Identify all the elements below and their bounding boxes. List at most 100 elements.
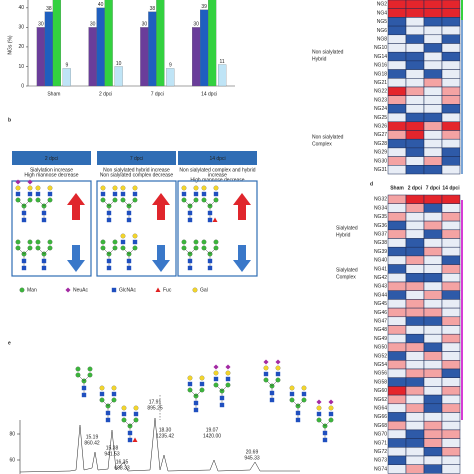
box-note: Sialylation increase <box>30 167 73 173</box>
glcnac <box>111 391 117 397</box>
bar-value-label: 30 <box>193 22 199 28</box>
row-label: NG31 <box>374 167 387 173</box>
heat-cell <box>405 43 425 53</box>
heat-cell <box>441 212 461 222</box>
bar <box>148 11 157 87</box>
column-label: 7 dpci <box>426 185 441 191</box>
peak-time: 20.69 <box>246 449 259 455</box>
heat-cell <box>405 156 425 166</box>
hexose <box>187 387 193 393</box>
heat-cell <box>387 351 407 361</box>
row-label: NG4 <box>377 10 388 16</box>
row-label: NG54 <box>374 362 387 368</box>
heat-cell <box>423 203 443 213</box>
bar-value-label: 11 <box>220 59 225 65</box>
hexose <box>87 366 93 372</box>
heat-cell <box>441 464 461 474</box>
heat-cell <box>387 8 407 18</box>
glcnac <box>41 265 47 271</box>
heat-cell <box>387 25 407 36</box>
heat-cell <box>387 78 407 88</box>
heat-cell <box>387 290 407 300</box>
glcnac <box>289 391 295 397</box>
hexose <box>47 245 53 251</box>
bar-value-label: 30 <box>38 22 44 28</box>
glcnac <box>106 210 112 216</box>
bar <box>88 27 97 87</box>
heat-cell <box>405 121 425 131</box>
heat-cell <box>405 255 425 265</box>
heat-cell <box>441 86 461 96</box>
heat-cell <box>387 368 407 378</box>
box-frame <box>11 180 92 277</box>
row-label: NG27 <box>374 132 387 138</box>
row-label: NG58 <box>374 379 387 385</box>
bar-value-label: 38 <box>46 6 52 12</box>
fuc <box>155 287 161 292</box>
hexose <box>100 197 106 203</box>
heat-cell <box>441 429 461 439</box>
hexose <box>47 197 53 203</box>
hexose <box>193 239 199 245</box>
x-tick-label: 7 dpci <box>151 91 164 97</box>
hexose <box>15 185 21 191</box>
bar <box>200 9 209 87</box>
heat-cell <box>441 138 461 149</box>
hexose <box>199 375 205 381</box>
group-label: Hybrid <box>336 232 351 238</box>
group-label: Complex <box>312 141 332 147</box>
heat-cell <box>387 51 407 62</box>
heat-cell <box>423 246 443 257</box>
fuc <box>132 437 138 442</box>
heat-cell <box>423 429 443 439</box>
glcnac <box>121 411 127 417</box>
heat-cell <box>405 342 425 352</box>
peak-mz: 698.33 <box>114 465 130 471</box>
heat-cell <box>405 95 425 105</box>
bar <box>96 7 105 87</box>
heat-cell <box>441 377 461 387</box>
row-label: NG72 <box>374 449 387 455</box>
heat-cell <box>387 17 407 27</box>
row-label: NG66 <box>374 414 387 420</box>
heat-cell <box>387 86 407 96</box>
heat-cell <box>405 420 425 431</box>
heat-cell <box>405 34 425 44</box>
heat-cell <box>423 138 443 149</box>
chromatogram <box>19 417 300 473</box>
bar-value-label: 10 <box>116 61 122 67</box>
heat-cell <box>441 78 461 88</box>
glcnac <box>301 391 307 397</box>
bar <box>62 68 71 87</box>
heat-cell <box>423 95 443 105</box>
glcnac <box>187 217 193 223</box>
row-label: NG74 <box>374 466 387 472</box>
up-arrow <box>152 193 170 220</box>
peak-mz: 941.53 <box>104 451 120 457</box>
peak-time: 18.30 <box>159 427 172 433</box>
hexose <box>289 397 295 403</box>
heat-cell <box>387 147 407 157</box>
row-label: NG6 <box>377 28 388 34</box>
row-label: NG48 <box>374 327 387 333</box>
hexose <box>27 197 33 203</box>
heat-cell <box>405 229 425 239</box>
glcnac <box>41 210 47 216</box>
glcnac <box>35 191 41 197</box>
peak-time: 17.91 <box>149 399 162 405</box>
hexose <box>275 377 281 383</box>
row-label: NG40 <box>374 258 387 264</box>
heat-cell <box>423 264 443 274</box>
glcnac <box>322 430 328 436</box>
neuac <box>225 364 231 370</box>
row-label: NG25 <box>374 115 387 121</box>
heat-cell <box>423 325 443 335</box>
peak-mz: 1420.00 <box>203 433 221 439</box>
row-label: NG47 <box>374 318 387 324</box>
heat-cell <box>387 455 407 465</box>
heat-cell <box>387 264 407 274</box>
hexose <box>75 372 81 378</box>
peak-mz: 1235.42 <box>156 433 174 439</box>
column-label: 14 dpci <box>442 185 460 191</box>
